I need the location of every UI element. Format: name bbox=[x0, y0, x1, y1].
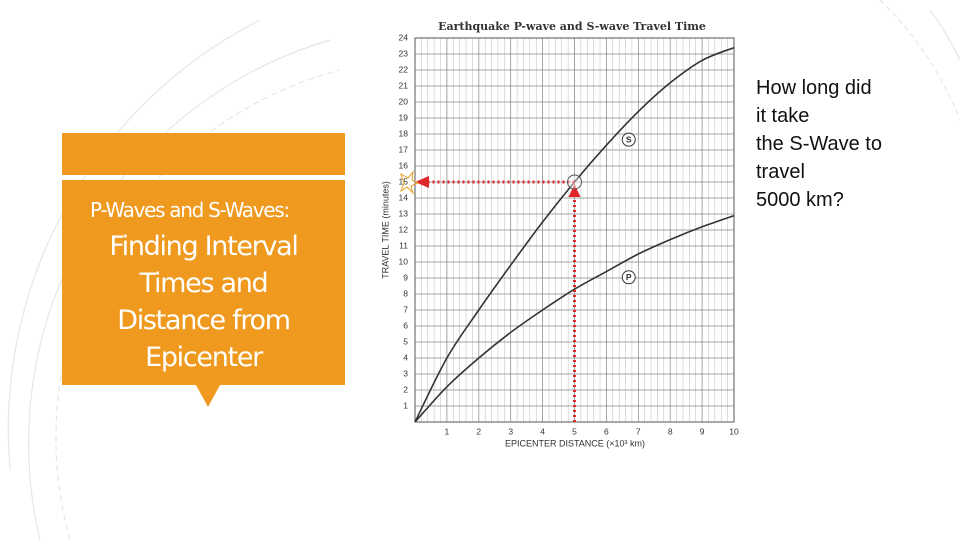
y-tick-label: 5 bbox=[403, 336, 408, 346]
question-line: travel bbox=[756, 161, 805, 183]
x-tick-label: 10 bbox=[729, 426, 739, 436]
y-tick-label: 21 bbox=[399, 80, 409, 90]
arrowhead bbox=[415, 176, 429, 188]
y-tick-label: 23 bbox=[399, 48, 409, 58]
box-subtitle: P-Waves and S-Waves: bbox=[90, 198, 290, 222]
x-tick-label: 3 bbox=[508, 426, 513, 436]
y-tick-label: 6 bbox=[403, 320, 408, 330]
y-tick-label: 11 bbox=[399, 240, 408, 250]
y-axis-label: TRAVEL TIME (minutes) bbox=[380, 181, 390, 279]
series-label-circle bbox=[621, 132, 636, 147]
y-tick-label: 4 bbox=[403, 352, 408, 362]
y-tick-label: 3 bbox=[403, 368, 408, 378]
x-tick-label: 7 bbox=[636, 426, 641, 436]
chart-title: Earthquake P-wave and S-wave Travel Time bbox=[438, 20, 706, 33]
x-tick-label: 5 bbox=[572, 426, 577, 436]
y-tick-label: 12 bbox=[399, 224, 409, 234]
question-line: 5000 km? bbox=[756, 189, 844, 211]
title-box: P-Waves and S-Waves: Finding Interval Ti… bbox=[62, 180, 345, 385]
x-tick-label: 4 bbox=[540, 426, 545, 436]
y-tick-label: 20 bbox=[399, 96, 409, 106]
series-line bbox=[414, 214, 735, 423]
box-pointer bbox=[196, 385, 220, 407]
box-title: Finding Interval Times and Distance from… bbox=[109, 231, 299, 373]
y-tick-label: 13 bbox=[399, 208, 409, 218]
y-tick-label: 19 bbox=[399, 112, 409, 122]
y-tick-label: 24 bbox=[399, 32, 409, 42]
series-label-circle bbox=[621, 270, 636, 285]
y-tick-label: 17 bbox=[399, 144, 409, 154]
y-tick-label: 16 bbox=[399, 160, 409, 170]
x-axis-label: EPICENTER DISTANCE (×10³ km) bbox=[505, 438, 645, 448]
legend-label: S bbox=[626, 134, 632, 144]
y-tick-label: 9 bbox=[403, 272, 408, 282]
x-tick-label: 9 bbox=[700, 426, 705, 436]
x-tick-label: 2 bbox=[476, 426, 481, 436]
x-tick-label: 1 bbox=[445, 426, 450, 436]
arrowhead bbox=[568, 184, 581, 197]
star-burst bbox=[399, 170, 420, 195]
accent-bar bbox=[62, 133, 345, 175]
x-tick-label: 6 bbox=[604, 426, 609, 436]
y-tick-label: 2 bbox=[403, 384, 408, 394]
x-tick-label: 8 bbox=[668, 426, 673, 436]
y-tick-label: 10 bbox=[399, 256, 409, 266]
y-tick-label: 1 bbox=[403, 400, 408, 410]
marker-point bbox=[567, 174, 582, 190]
legend-label: P bbox=[626, 272, 632, 282]
y-tick-label: 7 bbox=[403, 304, 408, 314]
y-tick-label: 8 bbox=[403, 288, 408, 298]
y-tick-label: 22 bbox=[399, 64, 409, 74]
question-line: How long did bbox=[756, 77, 872, 99]
question: How long did it take the S-Wave to travel 50… bbox=[756, 74, 882, 214]
question-line: it take bbox=[756, 105, 810, 127]
y-tick-label: 18 bbox=[399, 128, 409, 138]
y-tick-label: 14 bbox=[399, 192, 409, 202]
question-line: the S-Wave to bbox=[756, 133, 882, 155]
